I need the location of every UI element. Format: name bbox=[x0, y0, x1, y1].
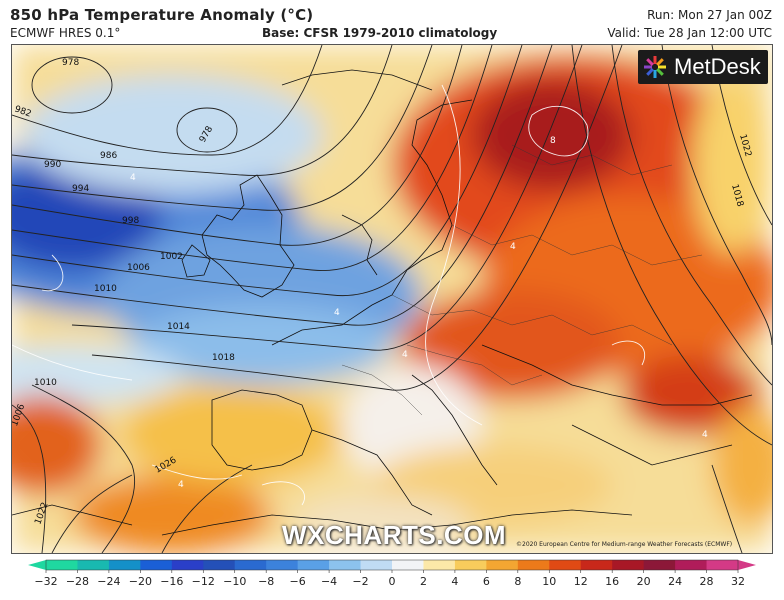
chart-title: 850 hPa Temperature Anomaly (°C) bbox=[10, 6, 314, 24]
isobar-label: 1010 bbox=[94, 284, 117, 294]
colorbar-tick-label: 24 bbox=[668, 575, 682, 588]
colorbar-swatch bbox=[171, 560, 204, 570]
model-label: ECMWF HRES 0.1° bbox=[10, 26, 121, 40]
colorbar-tick-label: −6 bbox=[290, 575, 306, 588]
colorbar-tick-label: 8 bbox=[514, 575, 521, 588]
coastlines bbox=[12, 69, 753, 536]
anomaly-label: 4 bbox=[334, 308, 340, 318]
isobar-label: 1006 bbox=[127, 263, 150, 273]
colorbar-swatch bbox=[612, 560, 645, 570]
colorbar-tick-label: 28 bbox=[700, 575, 714, 588]
isobar-label: 1014 bbox=[167, 322, 190, 332]
anomaly-label: 4 bbox=[510, 242, 516, 252]
colorbar-ticks: −32 −28 −24 −20 −16 −12 −10 −8 −6 −4 −2 0 2 4 6 8 10 12 16… bbox=[34, 570, 745, 588]
colorbar-tick-label: 12 bbox=[574, 575, 588, 588]
colorbar-swatch bbox=[580, 560, 613, 570]
isobar-label: 1018 bbox=[212, 353, 235, 363]
anomaly-map: 978 982 978 986 990 994 998 1002 1006 10… bbox=[12, 45, 772, 553]
isobars bbox=[12, 45, 772, 553]
colorbar-tick-label: 32 bbox=[731, 575, 745, 588]
colorbar-tick-label: −4 bbox=[321, 575, 337, 588]
colorbar-tick-label: −28 bbox=[66, 575, 89, 588]
isobar-label: 978 bbox=[62, 58, 79, 68]
isobar-label: 990 bbox=[44, 160, 61, 170]
valid-label: Valid: Tue 28 Jan 12:00 UTC bbox=[607, 26, 772, 40]
colorbar-swatch bbox=[643, 560, 676, 570]
colorbar-tick-label: 2 bbox=[420, 575, 427, 588]
colorbar-tick-label: −20 bbox=[129, 575, 152, 588]
colorbar-swatch bbox=[108, 560, 141, 570]
colorbar-tick-label: −16 bbox=[160, 575, 183, 588]
copyright: ©2020 European Centre for Medium-range W… bbox=[516, 541, 733, 548]
anomaly-contours bbox=[12, 84, 646, 506]
anomaly-label: 4 bbox=[130, 173, 136, 183]
colorbar-swatches bbox=[28, 559, 756, 571]
colorbar-swatch bbox=[266, 560, 299, 570]
anomaly-label-group: 4 4 4 8 4 4 4 bbox=[130, 136, 708, 490]
isobar-label: 1002 bbox=[160, 252, 183, 262]
watermark: WXCHARTS.COM bbox=[282, 520, 507, 550]
colorbar-swatch bbox=[517, 560, 550, 570]
isobar-label: 1010 bbox=[34, 378, 57, 388]
colorbar: −32 −28 −24 −20 −16 −12 −10 −8 −6 −4 −2 0 2 4 6 8 10 12 16… bbox=[28, 559, 756, 588]
colorbar-swatch bbox=[234, 560, 267, 570]
colorbar-swatch bbox=[329, 560, 362, 570]
colorbar-tick-label: 10 bbox=[542, 575, 556, 588]
colorbar-tick-label: −10 bbox=[223, 575, 246, 588]
colorbar-swatch bbox=[77, 560, 110, 570]
isobar-label: 994 bbox=[72, 184, 89, 194]
colorbar-tick-label: −8 bbox=[258, 575, 274, 588]
anomaly-label: 4 bbox=[178, 480, 184, 490]
colorbar-tick-label: 0 bbox=[389, 575, 396, 588]
anomaly-label: 8 bbox=[550, 136, 556, 146]
anomaly-label: 4 bbox=[402, 350, 408, 360]
colorbar-tick-label: 16 bbox=[605, 575, 619, 588]
isobar-label: 998 bbox=[122, 216, 139, 226]
map-panel[interactable]: 978 982 978 986 990 994 998 1002 1006 10… bbox=[11, 44, 773, 554]
colorbar-swatch bbox=[392, 560, 424, 570]
colorbar-swatch bbox=[297, 560, 330, 570]
run-label: Run: Mon 27 Jan 00Z bbox=[647, 8, 772, 22]
colorbar-tick-label: 4 bbox=[451, 575, 458, 588]
metdesk-logo-icon bbox=[644, 56, 666, 78]
colorbar-swatch bbox=[675, 560, 708, 570]
colorbar-swatch bbox=[454, 560, 487, 570]
base-label: Base: CFSR 1979-2010 climatology bbox=[262, 26, 498, 40]
borders bbox=[341, 144, 703, 416]
colorbar-tick-label: −32 bbox=[34, 575, 57, 588]
colorbar-swatch bbox=[706, 560, 739, 570]
colorbar-min-arrow bbox=[28, 560, 46, 570]
colorbar-tick-label: 20 bbox=[637, 575, 651, 588]
colorbar-swatch bbox=[549, 560, 582, 570]
anomaly-label: 4 bbox=[702, 430, 708, 440]
metdesk-logo: MetDesk bbox=[638, 50, 768, 84]
colorbar-swatch bbox=[203, 560, 236, 570]
colorbar-swatch bbox=[486, 560, 519, 570]
anomaly-field bbox=[12, 45, 772, 553]
colorbar-tick-label: −24 bbox=[97, 575, 120, 588]
colorbar-swatch bbox=[360, 560, 393, 570]
isobar-label: 986 bbox=[100, 151, 117, 161]
colorbar-tick-label: 6 bbox=[483, 575, 490, 588]
colorbar-swatch bbox=[423, 560, 456, 570]
colorbar-tick-label: −2 bbox=[352, 575, 368, 588]
colorbar-max-arrow bbox=[738, 560, 756, 570]
colorbar-tick-label: −12 bbox=[192, 575, 215, 588]
colorbar-swatch bbox=[46, 560, 78, 570]
colorbar-swatch bbox=[140, 560, 173, 570]
logo-text: MetDesk bbox=[674, 54, 761, 79]
